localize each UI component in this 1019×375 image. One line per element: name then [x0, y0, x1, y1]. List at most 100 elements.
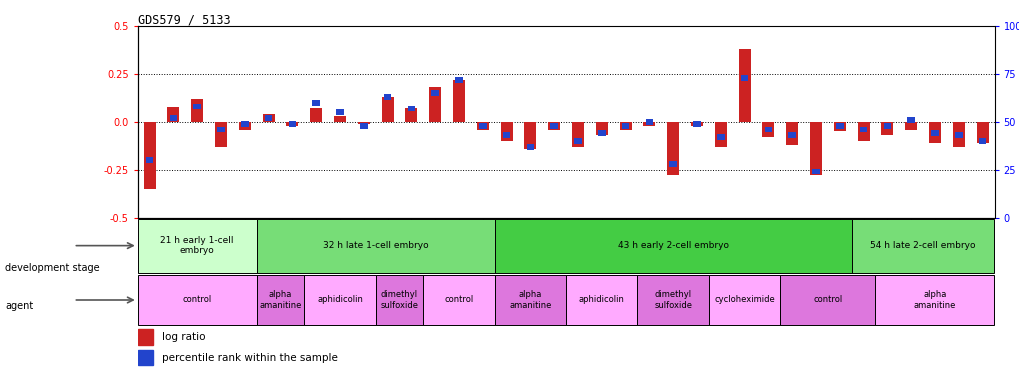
- Bar: [238, 122, 251, 129]
- Bar: [500, 122, 513, 141]
- Bar: [740, 75, 748, 81]
- Bar: [834, 122, 845, 132]
- Bar: [336, 110, 343, 115]
- Text: 43 h early 2-cell embryo: 43 h early 2-cell embryo: [618, 241, 728, 250]
- Bar: [643, 122, 655, 126]
- Bar: [423, 275, 494, 325]
- Bar: [809, 122, 821, 176]
- Bar: [811, 169, 819, 174]
- Bar: [572, 122, 583, 147]
- Text: 21 h early 1-cell
embryо: 21 h early 1-cell embryо: [160, 236, 233, 255]
- Bar: [360, 123, 367, 129]
- Bar: [138, 275, 257, 325]
- Bar: [265, 115, 272, 121]
- Bar: [954, 132, 962, 138]
- Bar: [286, 122, 299, 126]
- Bar: [622, 123, 629, 129]
- Bar: [288, 121, 296, 127]
- Bar: [146, 157, 153, 163]
- Bar: [192, 99, 203, 122]
- Text: cycloheximide: cycloheximide: [713, 296, 774, 304]
- Bar: [494, 275, 566, 325]
- Bar: [479, 123, 486, 129]
- Text: log ratio: log ratio: [162, 332, 205, 342]
- Bar: [836, 123, 843, 129]
- Text: control: control: [812, 296, 842, 304]
- Text: control: control: [444, 296, 473, 304]
- Bar: [494, 219, 851, 273]
- Bar: [408, 106, 415, 111]
- Bar: [708, 275, 780, 325]
- Bar: [930, 130, 937, 136]
- Bar: [548, 122, 559, 129]
- Bar: [381, 97, 393, 122]
- Bar: [762, 122, 773, 137]
- Text: dimethyl
sulfoxide: dimethyl sulfoxide: [380, 290, 418, 310]
- Bar: [477, 122, 488, 129]
- Bar: [882, 123, 891, 129]
- Text: aphidicolin: aphidicolin: [317, 296, 363, 304]
- Bar: [144, 122, 156, 189]
- Bar: [406, 108, 417, 122]
- Text: dimethyl
sulfoxide: dimethyl sulfoxide: [653, 290, 692, 310]
- Bar: [167, 106, 179, 122]
- Bar: [257, 275, 304, 325]
- Bar: [257, 219, 494, 273]
- Bar: [637, 275, 708, 325]
- Text: alpha
amanitine: alpha amanitine: [913, 290, 955, 310]
- Bar: [693, 121, 700, 127]
- Bar: [138, 350, 153, 365]
- Bar: [334, 116, 345, 122]
- Bar: [907, 117, 914, 123]
- Text: GDS579 / 5133: GDS579 / 5133: [138, 13, 230, 26]
- Bar: [691, 122, 702, 126]
- Bar: [217, 127, 224, 132]
- Bar: [788, 132, 795, 138]
- Bar: [780, 275, 874, 325]
- Bar: [668, 161, 677, 167]
- Bar: [550, 123, 557, 129]
- Bar: [597, 130, 605, 136]
- Text: percentile rank within the sample: percentile rank within the sample: [162, 352, 337, 363]
- Bar: [928, 122, 941, 143]
- Bar: [978, 138, 985, 144]
- Bar: [263, 114, 274, 122]
- Bar: [716, 134, 723, 140]
- Bar: [857, 122, 869, 141]
- Bar: [714, 122, 726, 147]
- Bar: [375, 275, 423, 325]
- Bar: [452, 80, 465, 122]
- Text: 54 h late 2-cell embryo: 54 h late 2-cell embryo: [869, 241, 975, 250]
- Bar: [304, 275, 375, 325]
- Bar: [976, 122, 987, 143]
- Bar: [786, 122, 798, 145]
- Bar: [138, 329, 153, 345]
- Text: alpha
amanitine: alpha amanitine: [508, 290, 551, 310]
- Bar: [312, 100, 320, 106]
- Bar: [874, 275, 994, 325]
- Text: development stage: development stage: [5, 263, 100, 273]
- Bar: [431, 90, 438, 96]
- Bar: [905, 122, 916, 129]
- Bar: [645, 119, 652, 125]
- Bar: [194, 104, 201, 110]
- Bar: [666, 122, 679, 176]
- Bar: [358, 122, 370, 124]
- Bar: [574, 138, 581, 144]
- Bar: [952, 122, 964, 147]
- Bar: [502, 132, 510, 138]
- Bar: [240, 121, 249, 127]
- Text: agent: agent: [5, 301, 34, 310]
- Bar: [454, 77, 463, 82]
- Text: 32 h late 1-cell embryo: 32 h late 1-cell embryo: [323, 241, 428, 250]
- Text: alpha
amanitine: alpha amanitine: [259, 290, 302, 310]
- Text: control: control: [182, 296, 212, 304]
- Text: aphidicolin: aphidicolin: [579, 296, 624, 304]
- Bar: [526, 144, 534, 150]
- Bar: [310, 108, 322, 122]
- Bar: [764, 127, 771, 132]
- Bar: [429, 87, 441, 122]
- Bar: [524, 122, 536, 148]
- Bar: [215, 122, 227, 147]
- Bar: [138, 219, 257, 273]
